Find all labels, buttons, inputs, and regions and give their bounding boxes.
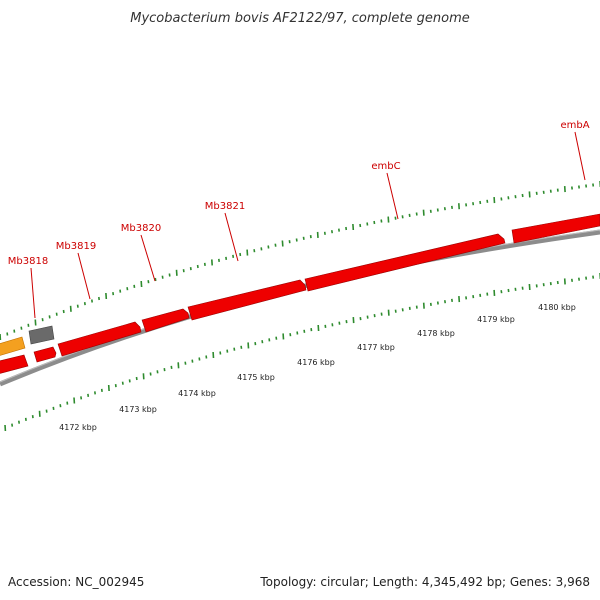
gene-label-mb3820: Mb3820 bbox=[121, 223, 161, 234]
lower-tick-track bbox=[4, 273, 600, 432]
gene-leader-lines bbox=[30, 131, 586, 319]
scale-label: 4180 kbp bbox=[538, 303, 576, 312]
map-title: Mycobacterium bovis AF2122/97, complete … bbox=[130, 11, 469, 26]
gene-label-mb3819: Mb3819 bbox=[56, 241, 96, 252]
gene-mb3818[interactable] bbox=[33, 346, 57, 363]
upper-tick-track bbox=[0, 181, 600, 341]
gene-label-mb3821: Mb3821 bbox=[205, 201, 245, 212]
gene-mb3820[interactable] bbox=[141, 308, 190, 333]
gene-features bbox=[0, 213, 600, 374]
gene-emba[interactable] bbox=[511, 213, 600, 244]
gene-label-embc: embC bbox=[371, 161, 400, 172]
gene-gray[interactable] bbox=[28, 325, 55, 345]
gene-mb3819[interactable] bbox=[57, 321, 142, 357]
scale-label: 4176 kbp bbox=[297, 358, 335, 367]
scale-label: 4175 kbp bbox=[237, 373, 275, 382]
scale-label: 4178 kbp bbox=[417, 329, 455, 338]
gene-label-emba: embA bbox=[560, 120, 589, 131]
scale-label: 4174 kbp bbox=[178, 389, 216, 398]
gene-mb3821[interactable] bbox=[187, 279, 307, 321]
gene-orange[interactable] bbox=[0, 336, 26, 356]
gene-embc[interactable] bbox=[304, 233, 506, 292]
gene-red-lower-left[interactable] bbox=[0, 354, 29, 374]
accession-text: Accession: NC_002945 bbox=[8, 575, 144, 589]
scale-label-group: 4172 kbp 4173 kbp 4174 kbp 4175 kbp 4176 kbp… bbox=[59, 303, 576, 432]
genome-summary-text: Topology: circular; Length: 4,345,492 bp… bbox=[259, 575, 590, 589]
gene-label-mb3818: Mb3818 bbox=[8, 256, 48, 267]
scale-label: 4179 kbp bbox=[477, 315, 515, 324]
scale-label: 4172 kbp bbox=[59, 423, 97, 432]
scale-label: 4173 kbp bbox=[119, 405, 157, 414]
scale-label: 4177 kbp bbox=[357, 343, 395, 352]
